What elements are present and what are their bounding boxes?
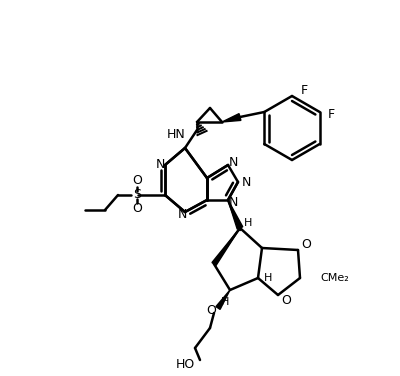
Text: F: F	[328, 109, 335, 121]
Text: H: H	[244, 218, 252, 228]
Text: O: O	[206, 305, 216, 317]
Polygon shape	[222, 114, 241, 122]
Text: HO: HO	[175, 358, 195, 371]
Text: O: O	[132, 174, 142, 188]
Text: H: H	[221, 297, 229, 307]
Text: N: N	[177, 209, 187, 221]
Text: H: H	[264, 273, 272, 283]
Text: S: S	[133, 188, 141, 202]
Text: N: N	[155, 159, 165, 171]
Text: N: N	[228, 197, 238, 209]
Polygon shape	[216, 290, 230, 309]
Text: HN: HN	[166, 129, 185, 141]
Text: O: O	[132, 203, 142, 215]
Text: O: O	[301, 238, 311, 252]
Text: N: N	[228, 156, 238, 168]
Polygon shape	[228, 200, 243, 229]
Text: N: N	[241, 176, 251, 188]
Text: F: F	[300, 85, 308, 97]
Text: O: O	[281, 294, 291, 306]
Text: CMe₂: CMe₂	[320, 273, 349, 283]
Polygon shape	[212, 228, 240, 265]
